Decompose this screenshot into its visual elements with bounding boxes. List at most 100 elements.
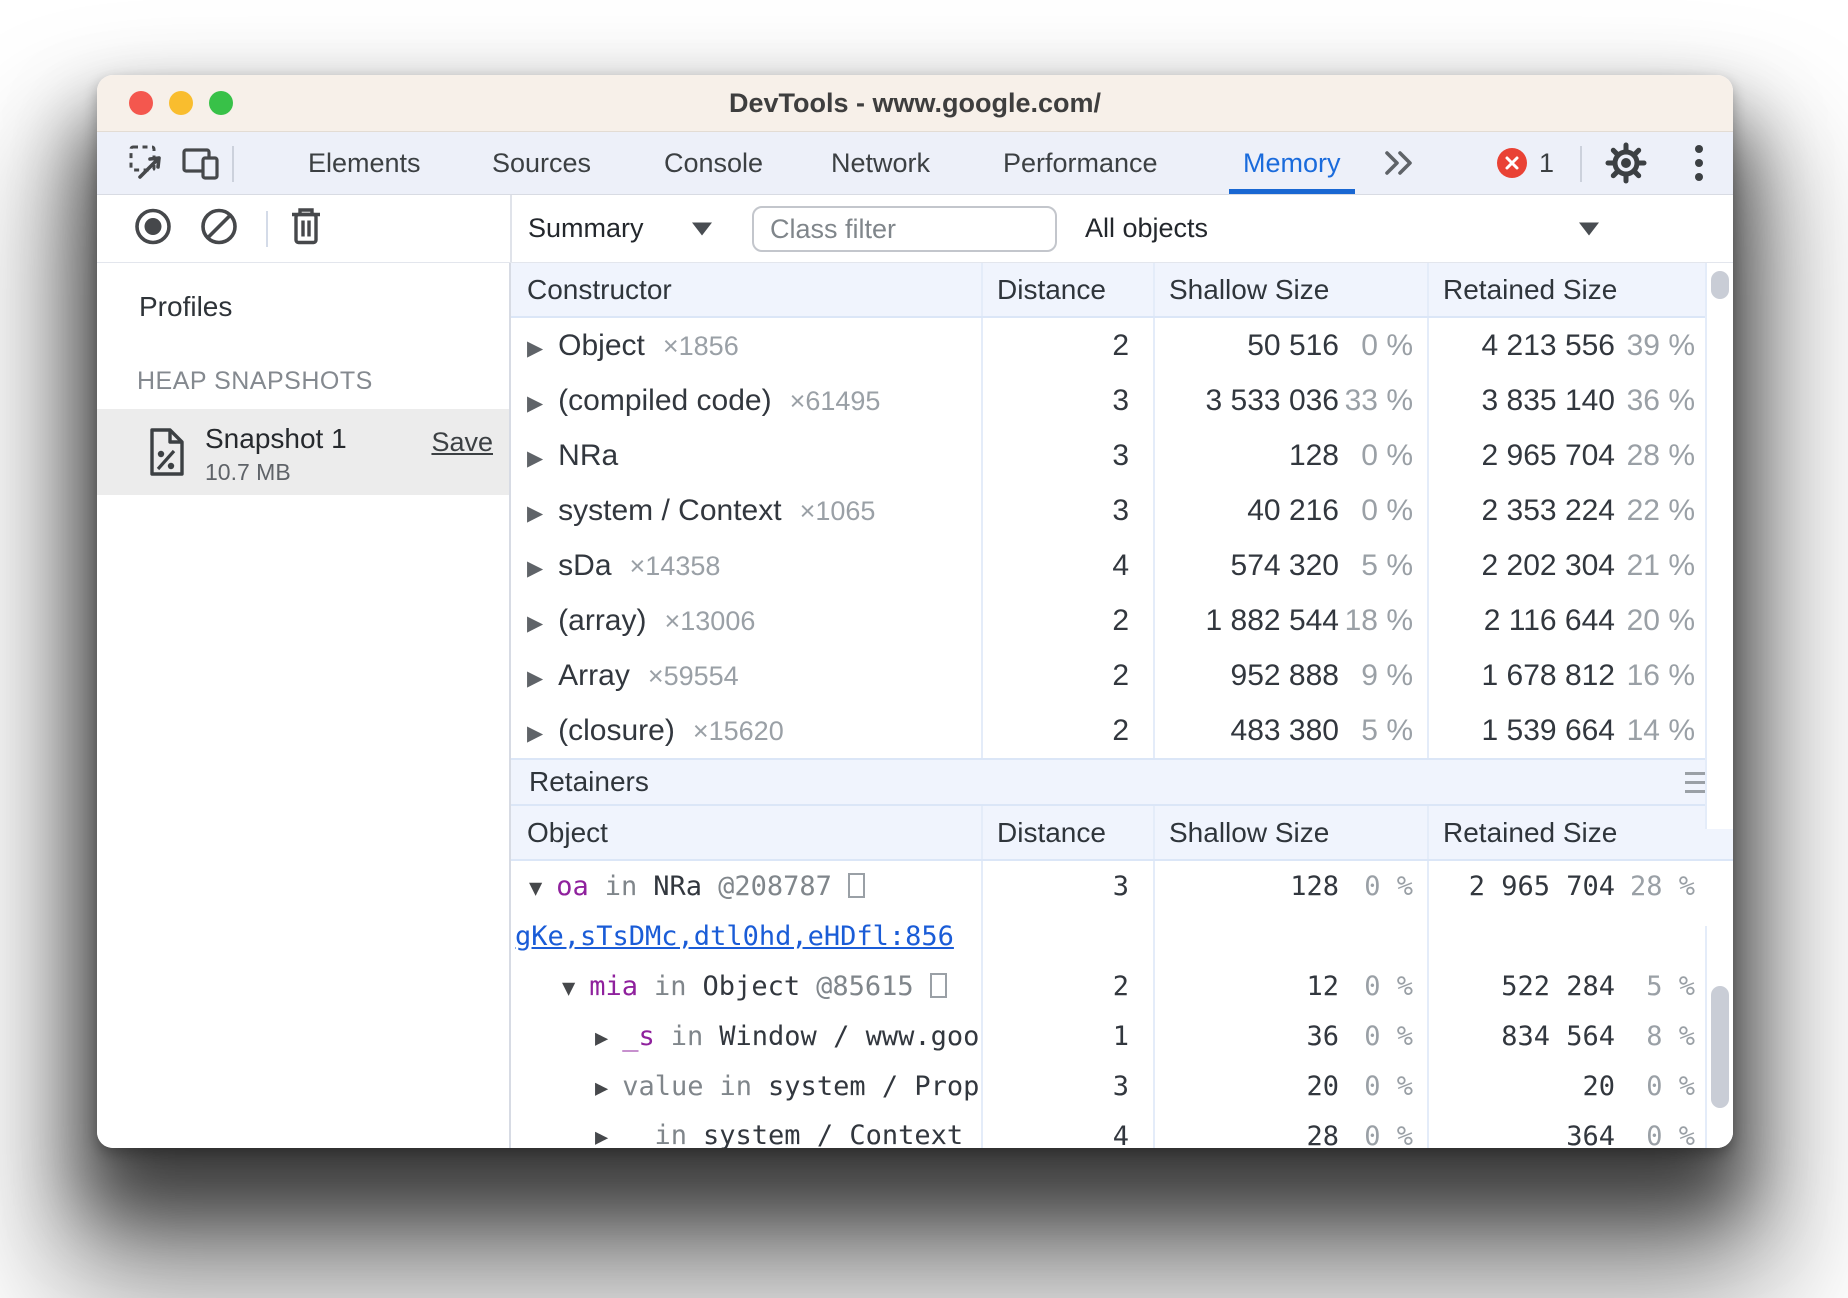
menu-button[interactable]	[1681, 132, 1717, 194]
shallow-size-value: 574 320	[1230, 548, 1339, 582]
retained-size-cell: 364 0 %	[1427, 1111, 1705, 1148]
snapshot-name: Snapshot 1	[205, 423, 347, 454]
delete-profile-button[interactable]	[287, 205, 325, 252]
column-header-distance[interactable]: Distance	[981, 806, 1153, 859]
tab-performance[interactable]: Performance	[1003, 147, 1158, 178]
distance-value: 3	[981, 373, 1153, 428]
object-name: system / Prop	[768, 1070, 980, 1102]
retained-size-percent: 36 %	[1626, 383, 1695, 417]
toggle-device-toolbar-button[interactable]	[179, 132, 223, 194]
object-name: Window / www.goog	[719, 1020, 981, 1052]
expand-arrow-icon[interactable]: ▶	[527, 611, 544, 635]
column-header-retained-size[interactable]: Retained Size	[1427, 806, 1705, 859]
maximize-window-button[interactable]	[209, 91, 233, 115]
tab-console[interactable]: Console	[664, 147, 764, 178]
distance-value: 1	[981, 1011, 1153, 1061]
shallow-size-cell: 574 320 5 %	[1153, 538, 1427, 593]
constructor-cell: ▶ (array) ×13006	[511, 604, 981, 638]
shallow-size-value: 20	[1306, 1070, 1339, 1102]
table-row[interactable]: gKe,sTsDMc,dtl0hd,eHDfl:856	[511, 911, 1733, 961]
clear-profiles-button[interactable]	[199, 206, 239, 251]
expand-arrow-icon[interactable]: ▼	[529, 875, 543, 901]
reveal-icon[interactable]	[847, 872, 865, 898]
expand-arrow-icon[interactable]: ▶	[527, 666, 544, 690]
table-row[interactable]: ▶ _ in system / Context 4 28 0 % 364 0 %	[511, 1111, 1733, 1148]
shallow-size-cell: 28 0 %	[1153, 1111, 1427, 1148]
expand-arrow-icon[interactable]: ▶	[527, 556, 544, 580]
object-cell: ▶ value in system / Prop	[511, 1071, 981, 1102]
expand-arrow-icon[interactable]: ▶	[595, 1124, 609, 1149]
table-row[interactable]: ▶ (array) ×13006 2 1 882 544 18 % 2 116 644 20 …	[511, 593, 1733, 648]
table-row[interactable]: ▶ value in system / Prop 3 20 0 % 20 0 %	[511, 1061, 1733, 1111]
console-error-badge[interactable]: 1	[1497, 132, 1554, 194]
table-row[interactable]: ▼ oa in NRa @208787 3 128 0 % 2 965 704 28 %	[511, 861, 1733, 911]
save-snapshot-link[interactable]: Save	[431, 427, 493, 457]
instance-count: ×61495	[789, 385, 881, 416]
object-cell: ▶ _ in system / Context	[511, 1120, 981, 1149]
column-header-distance[interactable]: Distance	[981, 263, 1153, 316]
view-select[interactable]: Summary	[528, 213, 644, 243]
constructors-scrollbar[interactable]	[1705, 263, 1733, 829]
expand-arrow-icon[interactable]: ▼	[562, 975, 576, 1001]
scrollbar-thumb[interactable]	[1711, 986, 1729, 1108]
tab-network[interactable]: Network	[831, 147, 931, 178]
table-row[interactable]: ▼ mia in Object @85615 2 12 0 % 522 284 5 %	[511, 961, 1733, 1011]
property-name: mia	[589, 970, 639, 1002]
record-heap-button[interactable]	[133, 206, 173, 251]
retained-size-percent: 5 %	[1646, 970, 1695, 1002]
property-name: oa	[556, 870, 589, 902]
retained-size-value: 2 965 704	[1468, 870, 1615, 902]
tabbar-divider	[1580, 146, 1582, 182]
retained-size-value: 364	[1566, 1120, 1615, 1149]
expand-arrow-icon[interactable]: ▶	[595, 1075, 609, 1101]
column-header-shallow-size[interactable]: Shallow Size	[1153, 806, 1427, 859]
minimize-window-button[interactable]	[169, 91, 193, 115]
retainer-source-link[interactable]: gKe,sTsDMc,dtl0hd,eHDfl:856	[515, 920, 954, 952]
expand-arrow-icon[interactable]: ▶	[527, 391, 544, 415]
column-header-shallow-size[interactable]: Shallow Size	[1153, 263, 1427, 316]
class-filter-input[interactable]	[752, 206, 1057, 252]
table-row[interactable]: ▶ (compiled code) ×61495 3 3 533 036 33 % 3 83…	[511, 373, 1733, 428]
retainers-menu-icon[interactable]	[1685, 771, 1711, 793]
expand-arrow-icon[interactable]: ▶	[527, 501, 544, 525]
settings-button[interactable]	[1601, 132, 1651, 194]
constructor-cell: ▶ NRa	[511, 439, 981, 473]
table-row[interactable]: ▶ sDa ×14358 4 574 320 5 % 2 202 304 21 %	[511, 538, 1733, 593]
more-tabs-button[interactable]	[1375, 132, 1421, 194]
sidebar-item-snapshot1[interactable]: Snapshot 1 10.7 MB Save	[97, 409, 509, 495]
snapshot-size: 10.7 MB	[205, 459, 291, 485]
tab-sources[interactable]: Sources	[492, 147, 592, 178]
shallow-size-cell: 36 0 %	[1153, 1011, 1427, 1061]
retainers-scrollbar[interactable]	[1705, 926, 1733, 1148]
expand-arrow-icon[interactable]: ▶	[527, 721, 544, 745]
constructor-name: Array	[558, 658, 630, 692]
tab-memory[interactable]: Memory	[1229, 132, 1354, 194]
retained-size-cell: 2 353 224 22 %	[1427, 483, 1705, 538]
scrollbar-thumb[interactable]	[1711, 271, 1729, 299]
constructor-cell: ▶ Object ×1856	[511, 329, 981, 363]
constructor-cell: ▶ sDa ×14358	[511, 549, 981, 583]
close-window-button[interactable]	[129, 91, 153, 115]
shallow-size-value: 28	[1306, 1120, 1339, 1149]
table-row[interactable]: ▶ Object ×1856 2 50 516 0 % 4 213 556 39 %	[511, 318, 1733, 373]
table-row[interactable]: ▶ system / Context ×1065 3 40 216 0 % 2 353 22…	[511, 483, 1733, 538]
table-row[interactable]: ▶ NRa 3 128 0 % 2 965 704 28 %	[511, 428, 1733, 483]
column-header-retained-size[interactable]: Retained Size	[1427, 263, 1705, 316]
inspect-element-button[interactable]	[125, 132, 169, 194]
reveal-icon[interactable]	[929, 972, 947, 998]
table-row[interactable]: ▶ _s in Window / www.goog 1 36 0 % 834 564 8 %	[511, 1011, 1733, 1061]
expand-arrow-icon[interactable]: ▶	[527, 446, 544, 470]
expand-arrow-icon[interactable]: ▶	[595, 1025, 609, 1051]
retained-size-percent: 0 %	[1646, 1070, 1695, 1102]
table-row[interactable]: ▶ Array ×59554 2 952 888 9 % 1 678 812 16 %	[511, 648, 1733, 703]
window-titlebar[interactable]: DevTools - www.google.com/	[97, 75, 1733, 132]
scope-select[interactable]: All objects	[1085, 213, 1209, 243]
scope-select-arrow-icon[interactable]	[1579, 222, 1599, 235]
property-name: _	[622, 1122, 638, 1149]
table-row[interactable]: ▶ (closure) ×15620 2 483 380 5 % 1 539 664 14 %	[511, 703, 1733, 758]
tab-elements[interactable]: Elements	[308, 147, 421, 178]
column-header-constructor[interactable]: Constructor	[527, 273, 672, 305]
view-select-arrow-icon[interactable]	[692, 222, 712, 235]
expand-arrow-icon[interactable]: ▶	[527, 336, 544, 360]
column-header-object[interactable]: Object	[527, 816, 608, 848]
